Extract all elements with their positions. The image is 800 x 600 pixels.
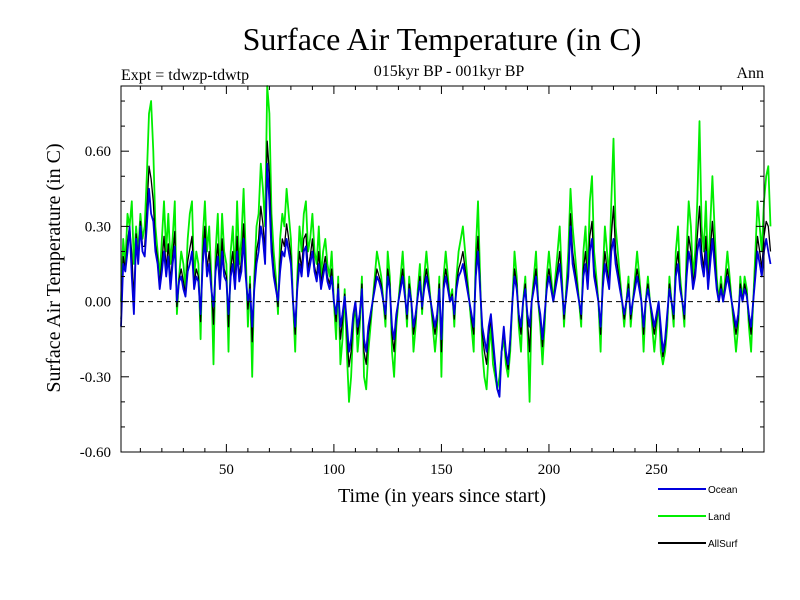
y-axis-label: Surface Air Temperature (in C) xyxy=(43,143,65,392)
x-tick-label: 250 xyxy=(645,462,668,478)
y-tick-label: -0.60 xyxy=(80,445,111,461)
x-tick-label: 100 xyxy=(323,462,346,478)
plot-frame xyxy=(120,85,765,453)
y-tick-label: -0.30 xyxy=(80,370,111,386)
tick-layer: 50 100 150 200 250 -0.60 -0.30 0.00 0.30 0.60 xyxy=(80,86,764,478)
series-layer xyxy=(120,85,772,403)
plot-area: 50 100 150 200 250 -0.60 -0.30 0.00 0.30 0.60 xyxy=(80,85,772,478)
legend-label-land: Land xyxy=(708,512,730,523)
legend: Ocean Land AllSurf xyxy=(658,485,738,550)
season-label: Ann xyxy=(736,65,764,82)
y-tick-label: 0.60 xyxy=(85,144,111,160)
y-tick-label: 0.30 xyxy=(85,219,111,235)
chart-subtitle: 015kyr BP - 001kyr BP xyxy=(374,63,525,80)
x-axis-label: Time (in years since start) xyxy=(338,485,546,507)
chart-title: Surface Air Temperature (in C) xyxy=(243,21,642,57)
legend-label-allsurf: AllSurf xyxy=(708,539,738,550)
y-tick-label: 0.00 xyxy=(85,295,111,311)
experiment-label: Expt = tdwzp-tdwtp xyxy=(121,67,249,84)
x-tick-label: 50 xyxy=(219,462,234,478)
series-line-ocean xyxy=(120,162,772,398)
legend-label-ocean: Ocean xyxy=(708,485,737,496)
x-tick-label: 150 xyxy=(430,462,453,478)
x-tick-label: 200 xyxy=(538,462,561,478)
